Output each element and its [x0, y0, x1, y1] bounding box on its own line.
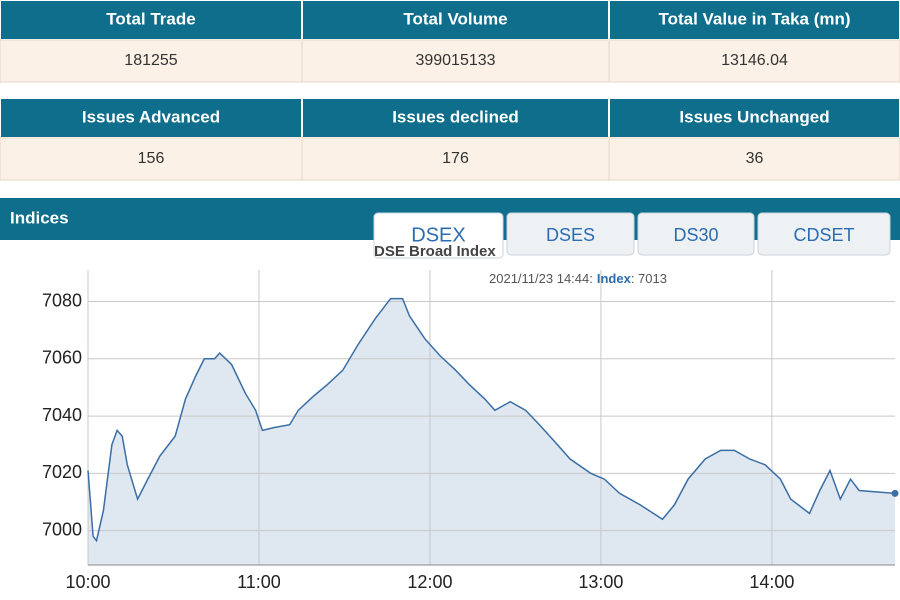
- tab-label[interactable]: DSES: [546, 225, 595, 245]
- x-tick-label: 10:00: [65, 572, 110, 592]
- data-text: 399015133: [415, 52, 495, 69]
- data-cell: [301, 39, 610, 83]
- data-text: 156: [138, 150, 165, 167]
- header-cell: [301, 97, 610, 139]
- data-text: 176: [442, 150, 469, 167]
- tab-label[interactable]: DS30: [673, 225, 718, 245]
- header-cell: [608, 0, 900, 41]
- tab[interactable]: [757, 212, 891, 256]
- tab-label[interactable]: CDSET: [793, 225, 854, 245]
- y-tick-label: 7020: [42, 462, 82, 482]
- tab-label[interactable]: DSEX: [411, 224, 465, 246]
- tooltip: 2021/11/23 14:44: Index: 7013: [489, 271, 667, 286]
- data-cell: [0, 39, 303, 83]
- tooltip-text: : 7013: [631, 271, 667, 286]
- tooltip-label: Index: [597, 271, 632, 286]
- x-tick-label: 14:00: [749, 572, 794, 592]
- indices-title: Indices: [10, 208, 69, 227]
- x-tick-label: 12:00: [407, 572, 452, 592]
- y-tick-label: 7000: [42, 519, 82, 539]
- tab[interactable]: [637, 212, 755, 256]
- data-cell: [0, 137, 303, 181]
- chart-subtitle: DSE Broad Index: [374, 243, 496, 260]
- header-text: Total Value in Taka (mn): [658, 9, 850, 28]
- data-text: 36: [746, 150, 764, 167]
- tab[interactable]: [373, 212, 504, 259]
- last-point: [891, 489, 899, 497]
- header-cell: [608, 97, 900, 139]
- data-text: 13146.04: [721, 52, 788, 69]
- y-tick-label: 7080: [42, 290, 82, 310]
- x-tick-label: 11:00: [237, 572, 281, 592]
- tooltip-prefix: 2021/11/23 14:44:: [489, 271, 593, 286]
- y-tick-label: 7060: [42, 348, 82, 368]
- area: [88, 298, 895, 565]
- header-text: Issues declined: [392, 107, 519, 126]
- data-cell: [608, 137, 900, 181]
- tab[interactable]: [506, 212, 635, 256]
- header-text: Total Trade: [106, 9, 195, 28]
- line: [87, 297, 896, 543]
- data-cell: [608, 39, 900, 83]
- header-text: Issues Unchanged: [679, 107, 829, 126]
- data-text: 181255: [124, 52, 177, 69]
- data-cell: [301, 137, 610, 181]
- header-text: Total Volume: [403, 9, 507, 28]
- header-text: Issues Advanced: [82, 107, 220, 126]
- header-cell: [0, 97, 303, 139]
- x-tick-label: 13:00: [578, 572, 623, 592]
- y-tick-label: 7040: [42, 405, 82, 425]
